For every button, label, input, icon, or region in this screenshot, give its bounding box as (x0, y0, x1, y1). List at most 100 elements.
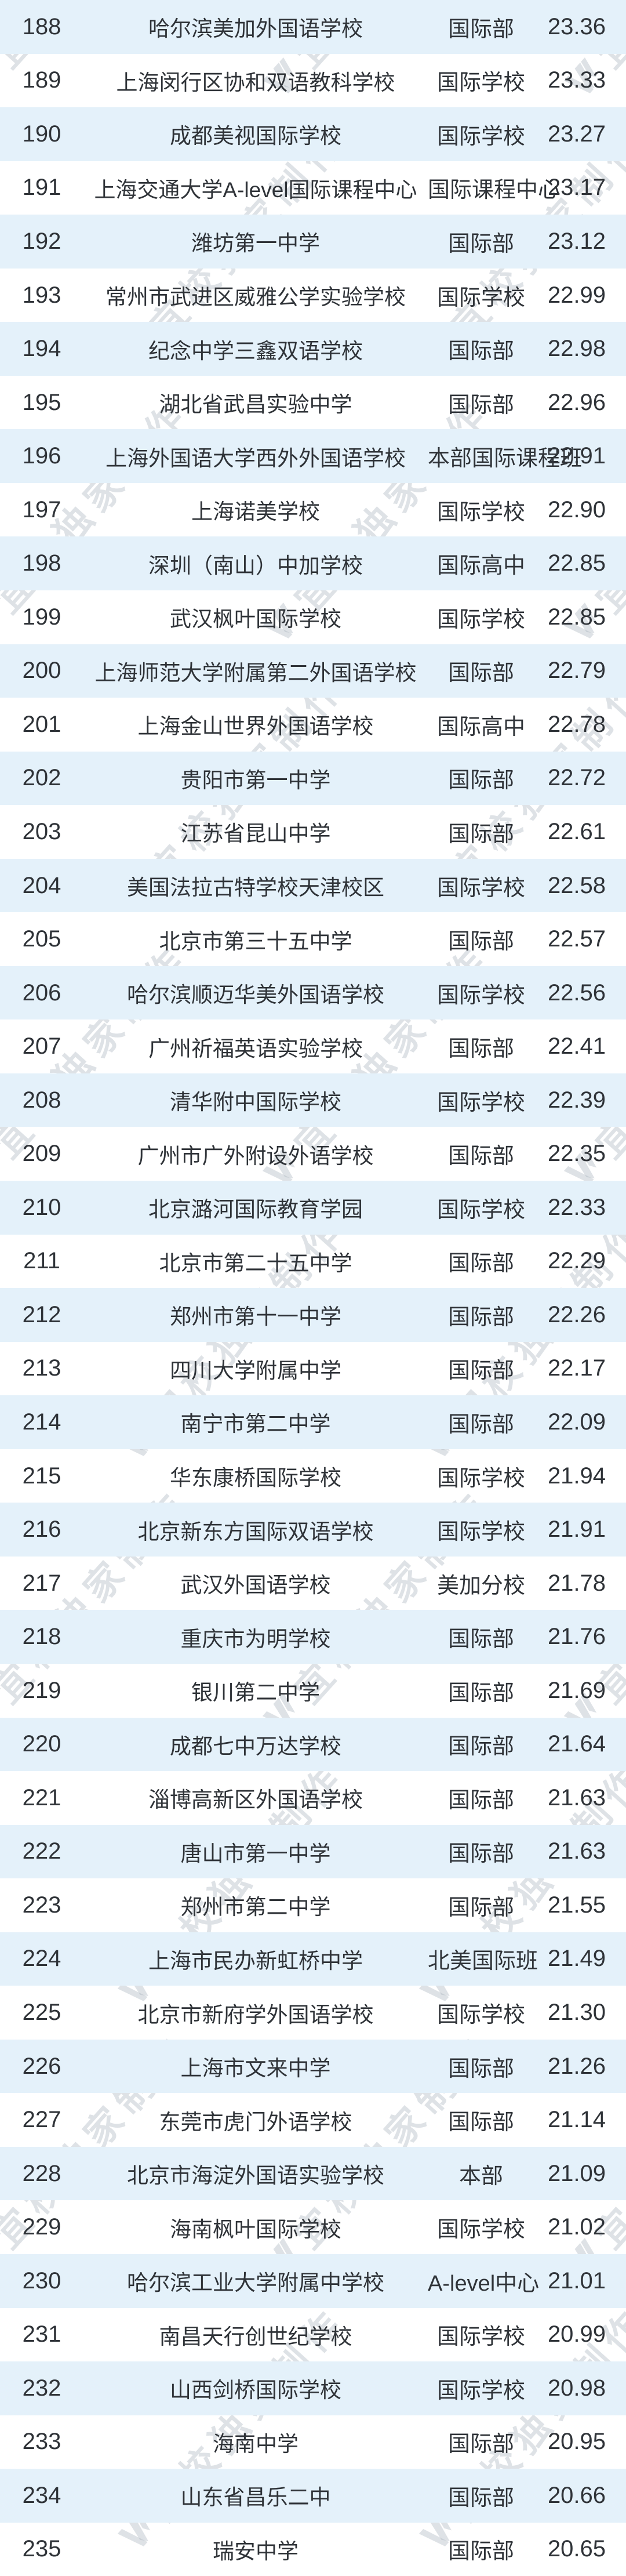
school-name-cell: 郑州市第十一中学 (170, 1305, 341, 1329)
program-type-cell: 国际学校 (436, 500, 525, 525)
score-cell: 22.85 (547, 550, 606, 576)
school-name-cell: 南昌天行创世纪学校 (159, 2324, 352, 2349)
score-cell: 22.09 (547, 1409, 606, 1435)
school-name-cell: 郑州市第二中学 (180, 1895, 331, 1920)
table-row: 198 深圳（南山）中加学校 国际高中 22.85 (0, 536, 626, 591)
score-cell: 23.17 (547, 175, 606, 201)
table-row: 191 上海交通大学A-level国际课程中心 国际课程中心 23.17 (0, 161, 626, 215)
table-row: 202 贵阳市第一中学 国际部 22.72 (0, 751, 626, 806)
school-name-cell: 东莞市虎门外语学校 (159, 2110, 352, 2134)
school-name-cell: 潍坊第一中学 (191, 231, 320, 256)
table-row: 221 淄博高新区外国语学校 国际部 21.63 (0, 1771, 626, 1825)
score-cell: 21.55 (547, 1892, 606, 1918)
school-name-cell: 哈尔滨顺迈华美外国语学校 (127, 983, 384, 1007)
school-name-cell: 纪念中学三鑫双语学校 (148, 339, 363, 363)
program-type-cell: 国际部 (447, 930, 514, 955)
program-type-cell: 国际部 (447, 1627, 514, 1652)
score-cell: 21.09 (547, 2160, 606, 2186)
rank-cell: 208 (22, 1087, 61, 1113)
school-name-cell: 北京新东方国际双语学校 (137, 1519, 374, 1544)
program-type-cell: 国际学校 (436, 71, 525, 96)
school-name-cell: 贵阳市第一中学 (180, 768, 331, 792)
school-name-cell: 广州祈福英语实验学校 (148, 1036, 363, 1061)
rank-cell: 226 (22, 2053, 61, 2079)
rank-cell: 211 (23, 1248, 60, 1274)
school-name-cell: 上海市民办新虹桥中学 (148, 1949, 363, 1973)
rank-cell: 189 (22, 67, 61, 93)
school-name-cell: 哈尔滨工业大学附属中学校 (127, 2271, 384, 2295)
rank-cell: 190 (22, 121, 61, 147)
rank-cell: 229 (22, 2214, 61, 2240)
table-row: 201 上海金山世界外国语学校 国际高中 22.78 (0, 698, 626, 752)
program-type-cell: 国际部 (447, 1681, 514, 1706)
score-cell: 21.91 (547, 1516, 606, 1543)
program-type-cell: 国际部 (447, 1735, 514, 1759)
score-cell: 22.58 (547, 872, 606, 898)
score-cell: 23.12 (547, 228, 606, 254)
score-cell: 22.72 (547, 765, 606, 791)
rank-cell: 220 (22, 1731, 61, 1757)
rank-cell: 234 (22, 2482, 61, 2508)
score-cell: 20.95 (547, 2429, 606, 2455)
score-cell: 21.63 (547, 1838, 606, 1864)
rank-cell: 193 (22, 282, 61, 308)
school-name-cell: 华东康桥国际学校 (170, 1466, 341, 1490)
school-name-cell: 南宁市第二中学 (180, 1412, 331, 1436)
school-name-cell: 上海交通大学A-level国际课程中心 (94, 177, 417, 202)
table-row: 231 南昌天行创世纪学校 国际学校 20.99 (0, 2308, 626, 2362)
school-name-cell: 上海外国语大学西外外国语学校 (105, 446, 406, 470)
rank-cell: 199 (22, 604, 61, 630)
school-name-cell: 上海闵行区协和双语教科学校 (116, 70, 395, 95)
school-name-cell: 北京市第三十五中学 (159, 929, 352, 953)
school-name-cell: 北京市海淀外国语实验学校 (127, 2164, 384, 2188)
score-cell: 20.66 (547, 2482, 606, 2508)
score-cell: 22.35 (547, 1141, 606, 1167)
score-cell: 22.96 (547, 389, 606, 415)
program-type-cell: 美加分校 (436, 1573, 525, 1598)
score-cell: 22.29 (547, 1248, 606, 1274)
table-row: 219 银川第二中学 国际部 21.69 (0, 1664, 626, 1718)
score-cell: 22.61 (547, 818, 606, 844)
score-cell: 21.30 (547, 2000, 606, 2025)
rank-cell: 210 (22, 1194, 61, 1220)
program-type-cell: 北美国际班 (428, 1949, 538, 1974)
score-cell: 20.65 (547, 2536, 606, 2562)
program-type-cell: 国际部 (447, 768, 514, 793)
rank-cell: 213 (22, 1355, 61, 1381)
rank-cell: 206 (22, 979, 61, 1006)
score-cell: 21.26 (547, 2053, 606, 2079)
school-name-cell: 唐山市第一中学 (180, 1841, 331, 1866)
school-name-cell: 四川大学附属中学 (170, 1358, 341, 1383)
program-type-cell: 国际学校 (436, 1090, 525, 1115)
program-type-cell: 国际高中 (436, 554, 525, 579)
score-cell: 21.02 (547, 2214, 606, 2240)
program-type-cell: 国际部 (447, 1037, 514, 1062)
program-type-cell: 国际部 (447, 1895, 514, 1920)
score-cell: 22.56 (547, 979, 606, 1006)
rank-cell: 221 (22, 1784, 61, 1811)
table-row: 196 上海外国语大学西外外国语学校 本部国际课程班 22.91 (0, 429, 626, 483)
rank-cell: 232 (22, 2375, 61, 2401)
program-type-cell: 国际学校 (436, 2003, 525, 2027)
program-type-cell: 国际部 (447, 2056, 514, 2081)
rank-cell: 205 (22, 926, 61, 952)
score-cell: 23.27 (547, 121, 606, 147)
program-type-cell: 国际部 (447, 2486, 514, 2510)
school-name-cell: 北京市第二十五中学 (159, 1251, 352, 1275)
program-type-cell: 国际学校 (436, 285, 525, 310)
table-row: 188 哈尔滨美加外国语学校 国际部 23.36 (0, 0, 626, 54)
rank-cell: 223 (22, 1892, 61, 1918)
rank-cell: 233 (22, 2429, 61, 2455)
table-row: 217 武汉外国语学校 美加分校 21.78 (0, 1557, 626, 1610)
rank-cell: 222 (22, 1838, 61, 1864)
rank-cell: 219 (22, 1677, 61, 1703)
rank-cell: 216 (22, 1516, 61, 1543)
rank-cell: 197 (22, 496, 61, 523)
program-type-cell: 国际学校 (436, 2378, 525, 2403)
score-cell: 21.94 (547, 1463, 606, 1489)
table-row: 204 美国法拉古特学校天津校区 国际学校 22.58 (0, 858, 626, 913)
program-type-cell: 国际部 (447, 231, 514, 256)
score-cell: 22.17 (547, 1355, 606, 1381)
